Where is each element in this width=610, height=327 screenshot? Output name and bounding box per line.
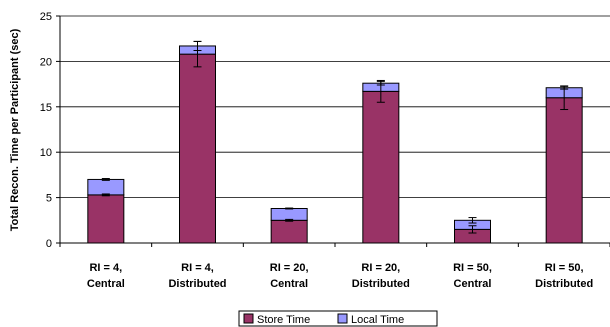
bar-store-time [362,90,400,244]
legend-swatch [337,313,348,324]
x-category-label: RI = 20, [361,262,400,274]
y-axis-ticks: 0 5 10 15 20 25 [40,11,610,250]
y-tick-label: 15 [40,102,52,114]
y-tick-label: 25 [40,11,52,23]
y-axis-title: Total Recon. Time per Participant (sec) [9,28,21,231]
bar-local-time [87,178,125,196]
x-category-label: RI = 4, [181,262,214,274]
x-category-label: RI = 4, [89,262,122,274]
bar-store-time [270,219,308,244]
x-category-label: Distributed [168,278,226,290]
x-category-label: Central [87,278,125,290]
x-category-label: RI = 20, [270,262,309,274]
x-category-label: Distributed [352,278,410,290]
x-category-label: Central [270,278,308,290]
x-category-label: RI = 50, [453,262,492,274]
legend-label: Local Time [351,314,404,326]
bar-store-time [179,53,216,244]
x-axis-labels: RI = 4, Central RI = 4, Distributed RI = 20,… [87,262,593,290]
gridlines [60,15,610,199]
bar-store-time [87,194,125,244]
bar-local-time [270,207,308,221]
bar-store-time [545,97,583,244]
legend-label: Store Time [257,314,310,326]
legend-swatch [243,313,254,324]
x-category-label: RI = 50, [545,262,584,274]
y-tick-label: 0 [46,238,52,250]
y-tick-label: 10 [40,147,52,159]
x-category-label: Distributed [535,278,593,290]
x-category-label: Central [454,278,492,290]
bars [87,45,583,244]
error-bars [101,40,569,234]
legend: Store Time Local Time [238,310,438,327]
y-tick-label: 5 [46,193,52,205]
y-tick-label: 20 [40,56,52,68]
